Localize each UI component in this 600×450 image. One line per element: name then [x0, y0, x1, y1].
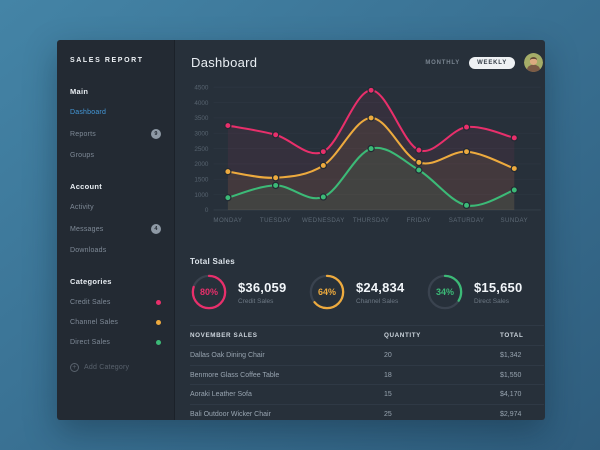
product-name: Bali Outdoor Wicker Chair	[190, 410, 271, 418]
stat-value: $36,059	[238, 279, 287, 295]
product-total: $1,550	[500, 371, 522, 379]
weekly-toggle-button[interactable]: WEEKLY	[469, 56, 515, 69]
svg-text:WEDNESDAY: WEDNESDAY	[302, 217, 345, 224]
svg-text:2500: 2500	[194, 146, 209, 153]
svg-text:MONDAY: MONDAY	[213, 217, 242, 224]
sidebar-section-main: Main	[70, 87, 89, 96]
product-total: $1,342	[500, 352, 522, 360]
add-category-label: Add Category	[84, 364, 130, 371]
svg-text:1000: 1000	[194, 192, 209, 199]
sidebar-item-label: Downloads	[70, 247, 107, 254]
stat-label: Direct Sales	[474, 297, 510, 305]
svg-text:0: 0	[205, 207, 209, 214]
table-header-row: NOVEMBER SALES QUANTITY TOTAL	[190, 325, 544, 345]
product-total: $2,974	[500, 410, 522, 418]
add-category-button[interactable]: + Add Category	[70, 363, 161, 372]
sidebar-section-account: Account	[70, 182, 103, 191]
svg-text:3500: 3500	[194, 115, 209, 122]
sidebar-item-credit-sales[interactable]: Credit Sales	[70, 299, 161, 306]
app-title: SALES REPORT	[70, 57, 144, 64]
monthly-toggle-button[interactable]: MONTHLY	[425, 59, 461, 66]
stat-label: Channel Sales	[356, 297, 399, 305]
product-quantity: 18	[384, 371, 392, 379]
sidebar-item-direct-sales[interactable]: Direct Sales	[70, 339, 161, 346]
november-sales-table: NOVEMBER SALES QUANTITY TOTAL Dallas Oak…	[190, 325, 544, 420]
sidebar-item-label: Dashboard	[70, 109, 107, 116]
svg-text:2000: 2000	[194, 161, 209, 168]
stat-direct-sales: 34% $15,650 Direct Sales	[426, 273, 544, 311]
product-quantity: 20	[384, 352, 392, 360]
column-header-total: TOTAL	[500, 332, 524, 340]
product-total: $4,170	[500, 391, 522, 399]
messages-count-badge: 4	[151, 224, 161, 234]
table-row: Benmore Glass Coffee Table 18 $1,550	[190, 364, 544, 385]
table-row: Bali Outdoor Wicker Chair 25 $2,974	[190, 403, 544, 420]
sidebar-item-channel-sales[interactable]: Channel Sales	[70, 319, 161, 326]
svg-text:4500: 4500	[194, 84, 209, 91]
credit-sales-progress-ring: 80%	[190, 273, 228, 311]
sidebar-item-label: Direct Sales	[70, 339, 111, 346]
svg-text:FRIDAY: FRIDAY	[407, 217, 431, 224]
table-row: Dallas Oak Dining Chair 20 $1,342	[190, 345, 544, 365]
dashboard-card: SALES REPORT Main Dashboard Reports 9 Gr…	[57, 40, 545, 420]
weekly-sales-chart: 4500 4000 3500 3000 2500 2000 1500 1000 0 MONDAY T…	[189, 78, 545, 231]
direct-sales-color-dot	[156, 340, 161, 345]
sidebar-item-label: Messages	[70, 225, 104, 233]
user-avatar[interactable]	[524, 53, 543, 72]
stat-label: Credit Sales	[238, 297, 274, 305]
totals-section: 80% $36,059 Credit Sales 64% $24,834	[190, 273, 544, 311]
sidebar-section-categories: Categories	[70, 277, 112, 286]
table-row: Aoraki Leather Sofa 15 $4,170	[190, 384, 544, 404]
channel-sales-color-dot	[156, 320, 161, 325]
svg-text:TUESDAY: TUESDAY	[260, 217, 291, 224]
main-content: Dashboard MONTHLY WEEKLY 4500 4000 3500 300…	[175, 40, 545, 420]
svg-text:1500: 1500	[194, 177, 209, 184]
plus-icon: +	[70, 363, 79, 372]
sidebar-item-activity[interactable]: Activity	[70, 204, 161, 211]
product-name: Aoraki Leather Sofa	[190, 391, 252, 399]
sidebar-item-label: Activity	[70, 204, 94, 211]
stat-value: $24,834	[356, 279, 405, 295]
column-header-quantity: QUANTITY	[384, 332, 421, 340]
header: Dashboard MONTHLY WEEKLY	[175, 40, 545, 72]
sidebar-item-label: Channel Sales	[70, 319, 119, 326]
page-title: Dashboard	[191, 55, 258, 70]
stat-channel-sales: 64% $24,834 Channel Sales	[308, 273, 426, 311]
totals-heading: Total Sales	[190, 257, 235, 267]
svg-text:THURSDAY: THURSDAY	[353, 217, 390, 224]
avatar-image	[524, 53, 543, 72]
column-header-name: NOVEMBER SALES	[190, 332, 258, 340]
percent-label: 80%	[199, 287, 218, 298]
sidebar-item-label: Groups	[70, 152, 95, 159]
product-name: Dallas Oak Dining Chair	[190, 352, 265, 360]
svg-text:SUNDAY: SUNDAY	[501, 217, 529, 224]
sidebar: SALES REPORT Main Dashboard Reports 9 Gr…	[57, 40, 175, 420]
svg-text:4000: 4000	[194, 100, 209, 107]
reports-count-badge: 9	[151, 129, 161, 139]
percent-label: 64%	[317, 287, 336, 298]
sidebar-item-reports[interactable]: Reports 9	[70, 129, 161, 139]
sidebar-item-label: Reports	[70, 130, 96, 138]
sidebar-item-groups[interactable]: Groups	[70, 152, 161, 159]
percent-label: 34%	[435, 287, 454, 298]
sidebar-item-messages[interactable]: Messages 4	[70, 224, 161, 234]
sidebar-item-downloads[interactable]: Downloads	[70, 247, 161, 254]
product-quantity: 25	[384, 410, 392, 418]
channel-sales-progress-ring: 64%	[308, 273, 346, 311]
stat-value: $15,650	[474, 279, 523, 295]
line-chart-canvas: 4500 4000 3500 3000 2500 2000 1500 1000 0 MONDAY T…	[194, 84, 541, 224]
svg-text:3000: 3000	[194, 130, 209, 137]
range-toggle: MONTHLY WEEKLY	[425, 53, 543, 72]
sidebar-item-dashboard[interactable]: Dashboard	[70, 109, 161, 116]
product-name: Benmore Glass Coffee Table	[190, 371, 280, 379]
stat-credit-sales: 80% $36,059 Credit Sales	[190, 273, 308, 311]
product-quantity: 15	[384, 391, 392, 399]
credit-sales-color-dot	[156, 300, 161, 305]
direct-sales-progress-ring: 34%	[426, 273, 464, 311]
sidebar-item-label: Credit Sales	[70, 299, 111, 306]
svg-text:SATURDAY: SATURDAY	[449, 217, 485, 224]
